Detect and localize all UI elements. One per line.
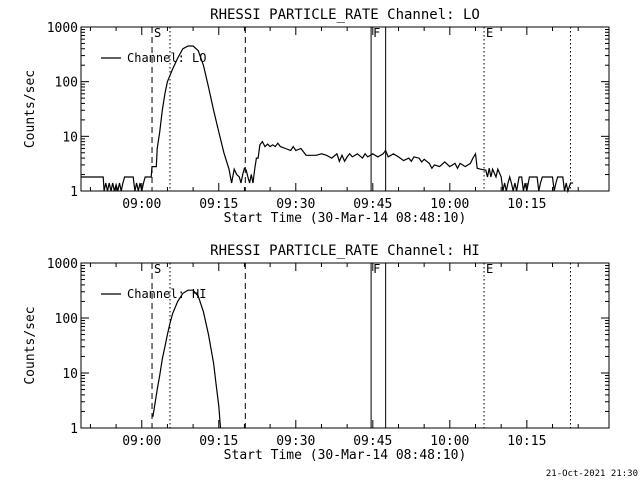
x-axis-label: Start Time (30-Mar-14 08:48:10) [224, 211, 467, 226]
x-tick-label: 10:15 [507, 197, 546, 212]
x-tick-label: 09:30 [276, 434, 315, 449]
x-tick-label: 09:45 [353, 434, 392, 449]
x-tick-label: 10:00 [430, 197, 469, 212]
x-tick-label: 09:30 [276, 197, 315, 212]
event-marker-label: E [486, 262, 493, 276]
series-line [81, 45, 574, 194]
chart-title: RHESSI PARTICLE_RATE Channel: LO [210, 7, 480, 23]
event-marker-label: F [373, 262, 380, 276]
legend-label: Channel: HI [127, 287, 206, 301]
y-tick-label: 10 [62, 130, 78, 145]
y-axis-label: Counts/sec [23, 306, 38, 384]
x-tick-label: 09:00 [122, 434, 161, 449]
y-tick-label: 100 [55, 312, 78, 327]
event-marker-label: E [486, 26, 493, 40]
legend-label: Channel: LO [127, 51, 206, 65]
plot-frame [80, 26, 610, 192]
x-tick-label: 09:45 [353, 197, 392, 212]
x-tick-label: 09:00 [122, 197, 161, 212]
y-axis-label: Counts/sec [23, 70, 38, 148]
event-marker-label: S [154, 26, 161, 40]
x-axis-label: Start Time (30-Mar-14 08:48:10) [224, 448, 467, 463]
x-tick-label: 10:15 [507, 434, 546, 449]
event-marker-label: S [154, 262, 161, 276]
y-tick-label: 1000 [47, 21, 78, 36]
lo-channel-panel: RHESSI PARTICLE_RATE Channel: LO Start Ti… [23, 7, 610, 226]
event-marker-label: F [373, 26, 380, 40]
y-tick-label: 100 [55, 76, 78, 91]
series-line [152, 289, 222, 429]
x-tick-label: 09:15 [199, 434, 238, 449]
footer-timestamp: 21-Oct-2021 21:30 [546, 469, 638, 479]
y-tick-label: 10 [62, 367, 78, 382]
y-tick-label: 1000 [47, 257, 78, 272]
plot-frame [80, 262, 610, 429]
y-tick-label: 1 [70, 422, 78, 437]
y-tick-label: 1 [70, 185, 78, 200]
x-tick-label: 09:15 [199, 197, 238, 212]
x-tick-label: 10:00 [430, 434, 469, 449]
chart-title: RHESSI PARTICLE_RATE Channel: HI [210, 243, 480, 259]
hi-channel-panel: RHESSI PARTICLE_RATE Channel: HI Start Ti… [23, 243, 610, 463]
